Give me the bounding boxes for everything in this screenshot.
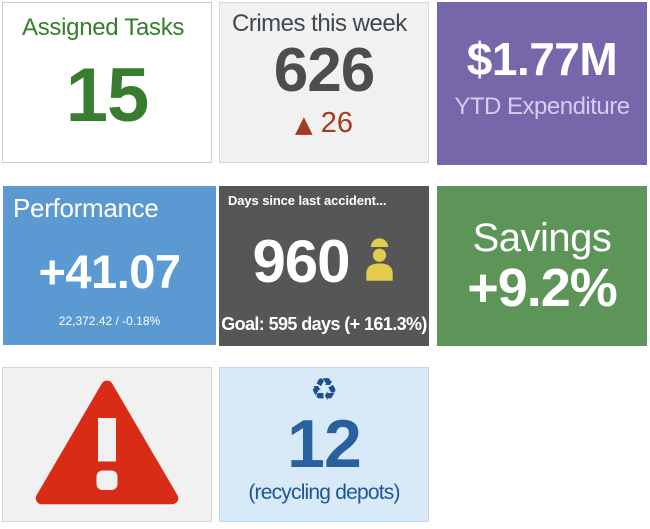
performance-card[interactable]: Performance +41.07 22,372.42 / -0.18% — [3, 186, 216, 345]
expenditure-label: YTD Expenditure — [454, 93, 630, 120]
days-since-accident-card[interactable]: Days since last accident... 960 Goal: 59… — [219, 186, 429, 346]
recycling-caption: (recycling depots) — [248, 481, 400, 504]
performance-title: Performance — [13, 193, 159, 223]
assigned-tasks-value: 15 — [65, 52, 150, 138]
assigned-tasks-card[interactable]: Assigned Tasks 15 — [2, 2, 212, 163]
expenditure-value: $1.77M — [466, 33, 618, 85]
crimes-delta: ▲ 26 — [220, 107, 428, 140]
accident-title: Days since last accident... — [228, 193, 387, 208]
crimes-value: 626 — [273, 36, 375, 105]
accident-goal: Goal: 595 days (+ 161.3%) — [221, 314, 427, 334]
recycle-icon: ♻ — [310, 372, 338, 408]
savings-title: Savings — [472, 215, 612, 260]
ytd-expenditure-card[interactable]: $1.77M YTD Expenditure — [437, 2, 647, 165]
warning-card[interactable] — [2, 367, 212, 522]
savings-value: +9.2% — [467, 257, 618, 318]
performance-detail: 22,372.42 / -0.18% — [58, 314, 161, 328]
recycling-value: 12 — [287, 406, 362, 482]
performance-value: +41.07 — [38, 244, 181, 298]
crimes-title: Crimes this week — [232, 10, 407, 37]
crimes-card[interactable]: Crimes this week 626 ▲ 26 — [219, 2, 429, 163]
increase-triangle-icon: ▲ — [295, 112, 313, 139]
savings-card[interactable]: Savings +9.2% — [437, 186, 647, 346]
recycling-card[interactable]: ♻ 12 (recycling depots) — [219, 367, 429, 522]
assigned-tasks-title: Assigned Tasks — [22, 14, 185, 41]
crimes-delta-value: 26 — [320, 107, 353, 140]
person-icon — [363, 236, 396, 286]
warning-icon — [32, 376, 182, 513]
accident-value: 960 — [252, 227, 350, 295]
